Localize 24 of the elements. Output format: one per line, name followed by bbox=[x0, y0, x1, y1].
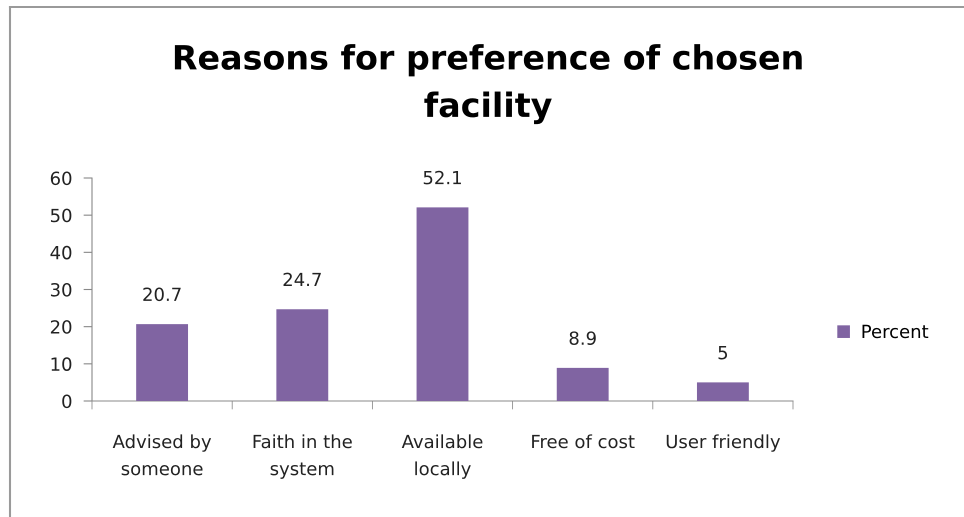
data-label: 8.9 bbox=[570, 331, 596, 345]
data-label: 5 bbox=[718, 346, 728, 360]
y-tick-label: 10 bbox=[52, 357, 72, 371]
legend-label: Percent bbox=[862, 324, 928, 338]
data-label: 52.1 bbox=[424, 170, 461, 184]
y-tick-label: 30 bbox=[50, 282, 72, 297]
x-tick-label: User friendly bbox=[666, 434, 780, 452]
x-tick-label: Advised by someone bbox=[112, 434, 212, 476]
bar bbox=[136, 324, 188, 401]
bar bbox=[556, 368, 609, 401]
y-tick-label: 40 bbox=[50, 246, 72, 260]
data-label: 24.7 bbox=[284, 272, 321, 286]
y-tick-label: 50 bbox=[50, 208, 72, 222]
bar bbox=[696, 382, 749, 401]
y-tick-label: 20 bbox=[50, 320, 72, 334]
bar bbox=[276, 309, 328, 401]
chart-title: Reasons for preference of chosen facility bbox=[174, 44, 802, 124]
y-tick-label: 0 bbox=[62, 394, 72, 408]
x-tick-label: Faith in the system bbox=[254, 434, 352, 479]
y-tick-label: 60 bbox=[50, 171, 72, 186]
data-label: 20.7 bbox=[143, 287, 181, 302]
bar bbox=[416, 207, 468, 401]
x-tick-label: Free of cost bbox=[532, 434, 635, 448]
x-tick-label: Available locally bbox=[402, 434, 482, 479]
